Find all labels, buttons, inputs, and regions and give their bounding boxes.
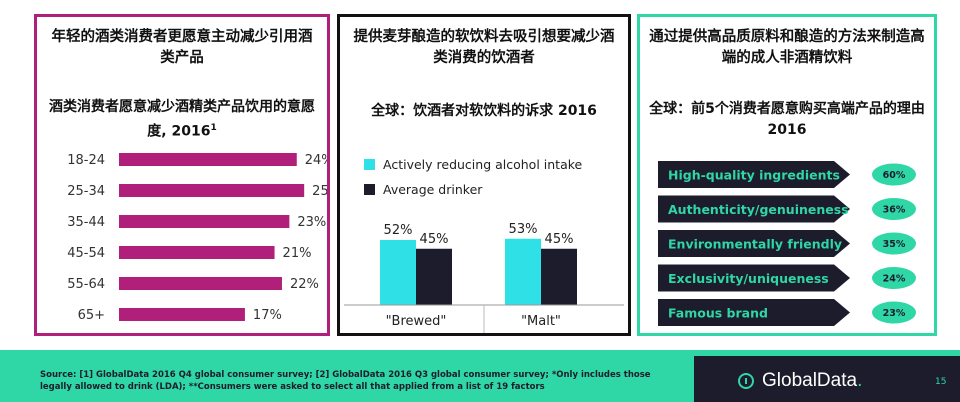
reason-value-badge — [872, 301, 916, 324]
left-panel: 年轻的酒类消费者更愿意主动减少引用酒类产品 酒类消费者愿意减少酒精类产品饮用的意… — [34, 14, 330, 336]
reason-label: Authenticity/genuineness — [668, 202, 849, 217]
drink-bar — [380, 240, 416, 305]
reason-value-label: 36% — [883, 205, 906, 216]
source-note: Source: [1] GlobalData 2016 Q4 global co… — [40, 369, 680, 393]
reason-bar — [658, 299, 850, 326]
middle-panel-title: 提供麦芽酿造的软饮料去吸引想要减少酒类消费的饮酒者 — [353, 29, 615, 66]
left-panel-title: 年轻的酒类消费者更愿意主动减少引用酒类产品 — [51, 29, 313, 66]
age-category-label: 25-34 — [67, 184, 105, 199]
reason-bar — [658, 264, 850, 292]
drink-value-label: 45% — [545, 232, 574, 247]
footnote-marker: 1 — [210, 123, 217, 133]
age-category-label: 65+ — [78, 308, 105, 323]
age-value-label: 23% — [297, 215, 326, 230]
age-category-label: 55-64 — [67, 277, 105, 292]
age-value-label: 21% — [283, 246, 312, 261]
age-bar — [119, 308, 245, 321]
right-panel: 通过提供高品质原料和酿造的方法来制造高端的成人非酒精饮料 全球：前5个消费者愿意… — [637, 14, 937, 336]
soft-drink-bar-chart: 52% 45% "Brewed" 53% 45% "Malt" — [344, 222, 624, 333]
age-value-label: 24% — [305, 153, 327, 168]
drink-category-label: "Brewed" — [386, 314, 447, 329]
reason-value-label: 23% — [883, 308, 906, 319]
reason-value-badge — [872, 267, 916, 289]
reason-label: Exclusivity/uniqueness — [668, 271, 829, 286]
reason-label: Environmentally friendly — [668, 237, 842, 252]
globaldata-logo-icon — [738, 373, 754, 389]
reason-label: Famous brand — [668, 306, 768, 321]
source-line-2: legally allowed to drink (LDA); **Consum… — [40, 382, 545, 392]
age-category-label: 45-54 — [67, 246, 105, 261]
drink-bar — [541, 248, 577, 305]
reason-bar — [658, 230, 850, 257]
logo-dot: . — [857, 370, 863, 391]
reason-value-badge — [872, 198, 916, 220]
drink-bar — [416, 248, 452, 305]
legend-label-reducing: Actively reducing alcohol intake — [383, 157, 583, 172]
age-value-label: 22% — [290, 277, 319, 292]
reason-value-label: 60% — [883, 170, 906, 181]
age-value-label: 25% — [312, 184, 327, 199]
age-bar — [119, 184, 305, 197]
reason-label: High-quality ingredients — [668, 168, 840, 183]
age-category-label: 18-24 — [67, 153, 105, 168]
reasons-bar-chart: High-quality ingredients 60% Authenticity/… — [658, 161, 916, 326]
age-bar — [119, 246, 275, 259]
right-panel-title: 通过提供高品质原料和酿造的方法来制造高端的成人非酒精饮料 — [649, 29, 925, 66]
legend-label-average: Average drinker — [383, 182, 483, 197]
drink-value-label: 45% — [420, 232, 449, 247]
reason-bar — [658, 195, 850, 223]
page-number: 15 — [935, 377, 947, 387]
legend-swatch-average — [364, 184, 375, 195]
reason-value-badge — [872, 163, 916, 186]
right-panel-subtitle: 全球：前5个消费者愿意购买高端产品的理由 2016 — [649, 101, 925, 138]
reason-value-badge — [872, 232, 916, 255]
age-bar — [119, 153, 297, 166]
age-value-label: 17% — [253, 308, 282, 323]
age-bar — [119, 215, 290, 228]
drink-bar — [505, 238, 541, 305]
reason-value-label: 24% — [883, 274, 906, 285]
age-bar-chart: 18-24 24% 25-34 25% 35-44 23% 45-54 21% 55-64 22%… — [67, 153, 327, 323]
reason-value-label: 35% — [883, 239, 906, 250]
drink-value-label: 52% — [384, 223, 413, 238]
left-panel-subtitle: 酒类消费者愿意减少酒精类产品饮用的意愿度, 20161 — [49, 99, 315, 140]
drink-value-label: 53% — [509, 222, 538, 237]
drink-category-label: "Malt" — [521, 314, 561, 329]
age-bar — [119, 277, 282, 290]
globaldata-logo: GlobalData. — [738, 370, 862, 392]
middle-panel: 提供麦芽酿造的软饮料去吸引想要减少酒类消费的饮酒者 全球：饮酒者对软饮料的诉求 … — [337, 14, 631, 336]
legend-item-average: Average drinker — [364, 182, 482, 197]
legend-swatch-reducing — [364, 159, 375, 170]
source-line-1: Source: [1] GlobalData 2016 Q4 global co… — [40, 370, 651, 380]
logo-text: GlobalData — [762, 370, 858, 391]
middle-panel-subtitle: 全球：饮酒者对软饮料的诉求 2016 — [371, 103, 597, 119]
age-category-label: 35-44 — [67, 215, 105, 230]
reason-bar — [658, 161, 850, 188]
legend-item-reducing: Actively reducing alcohol intake — [364, 157, 582, 172]
